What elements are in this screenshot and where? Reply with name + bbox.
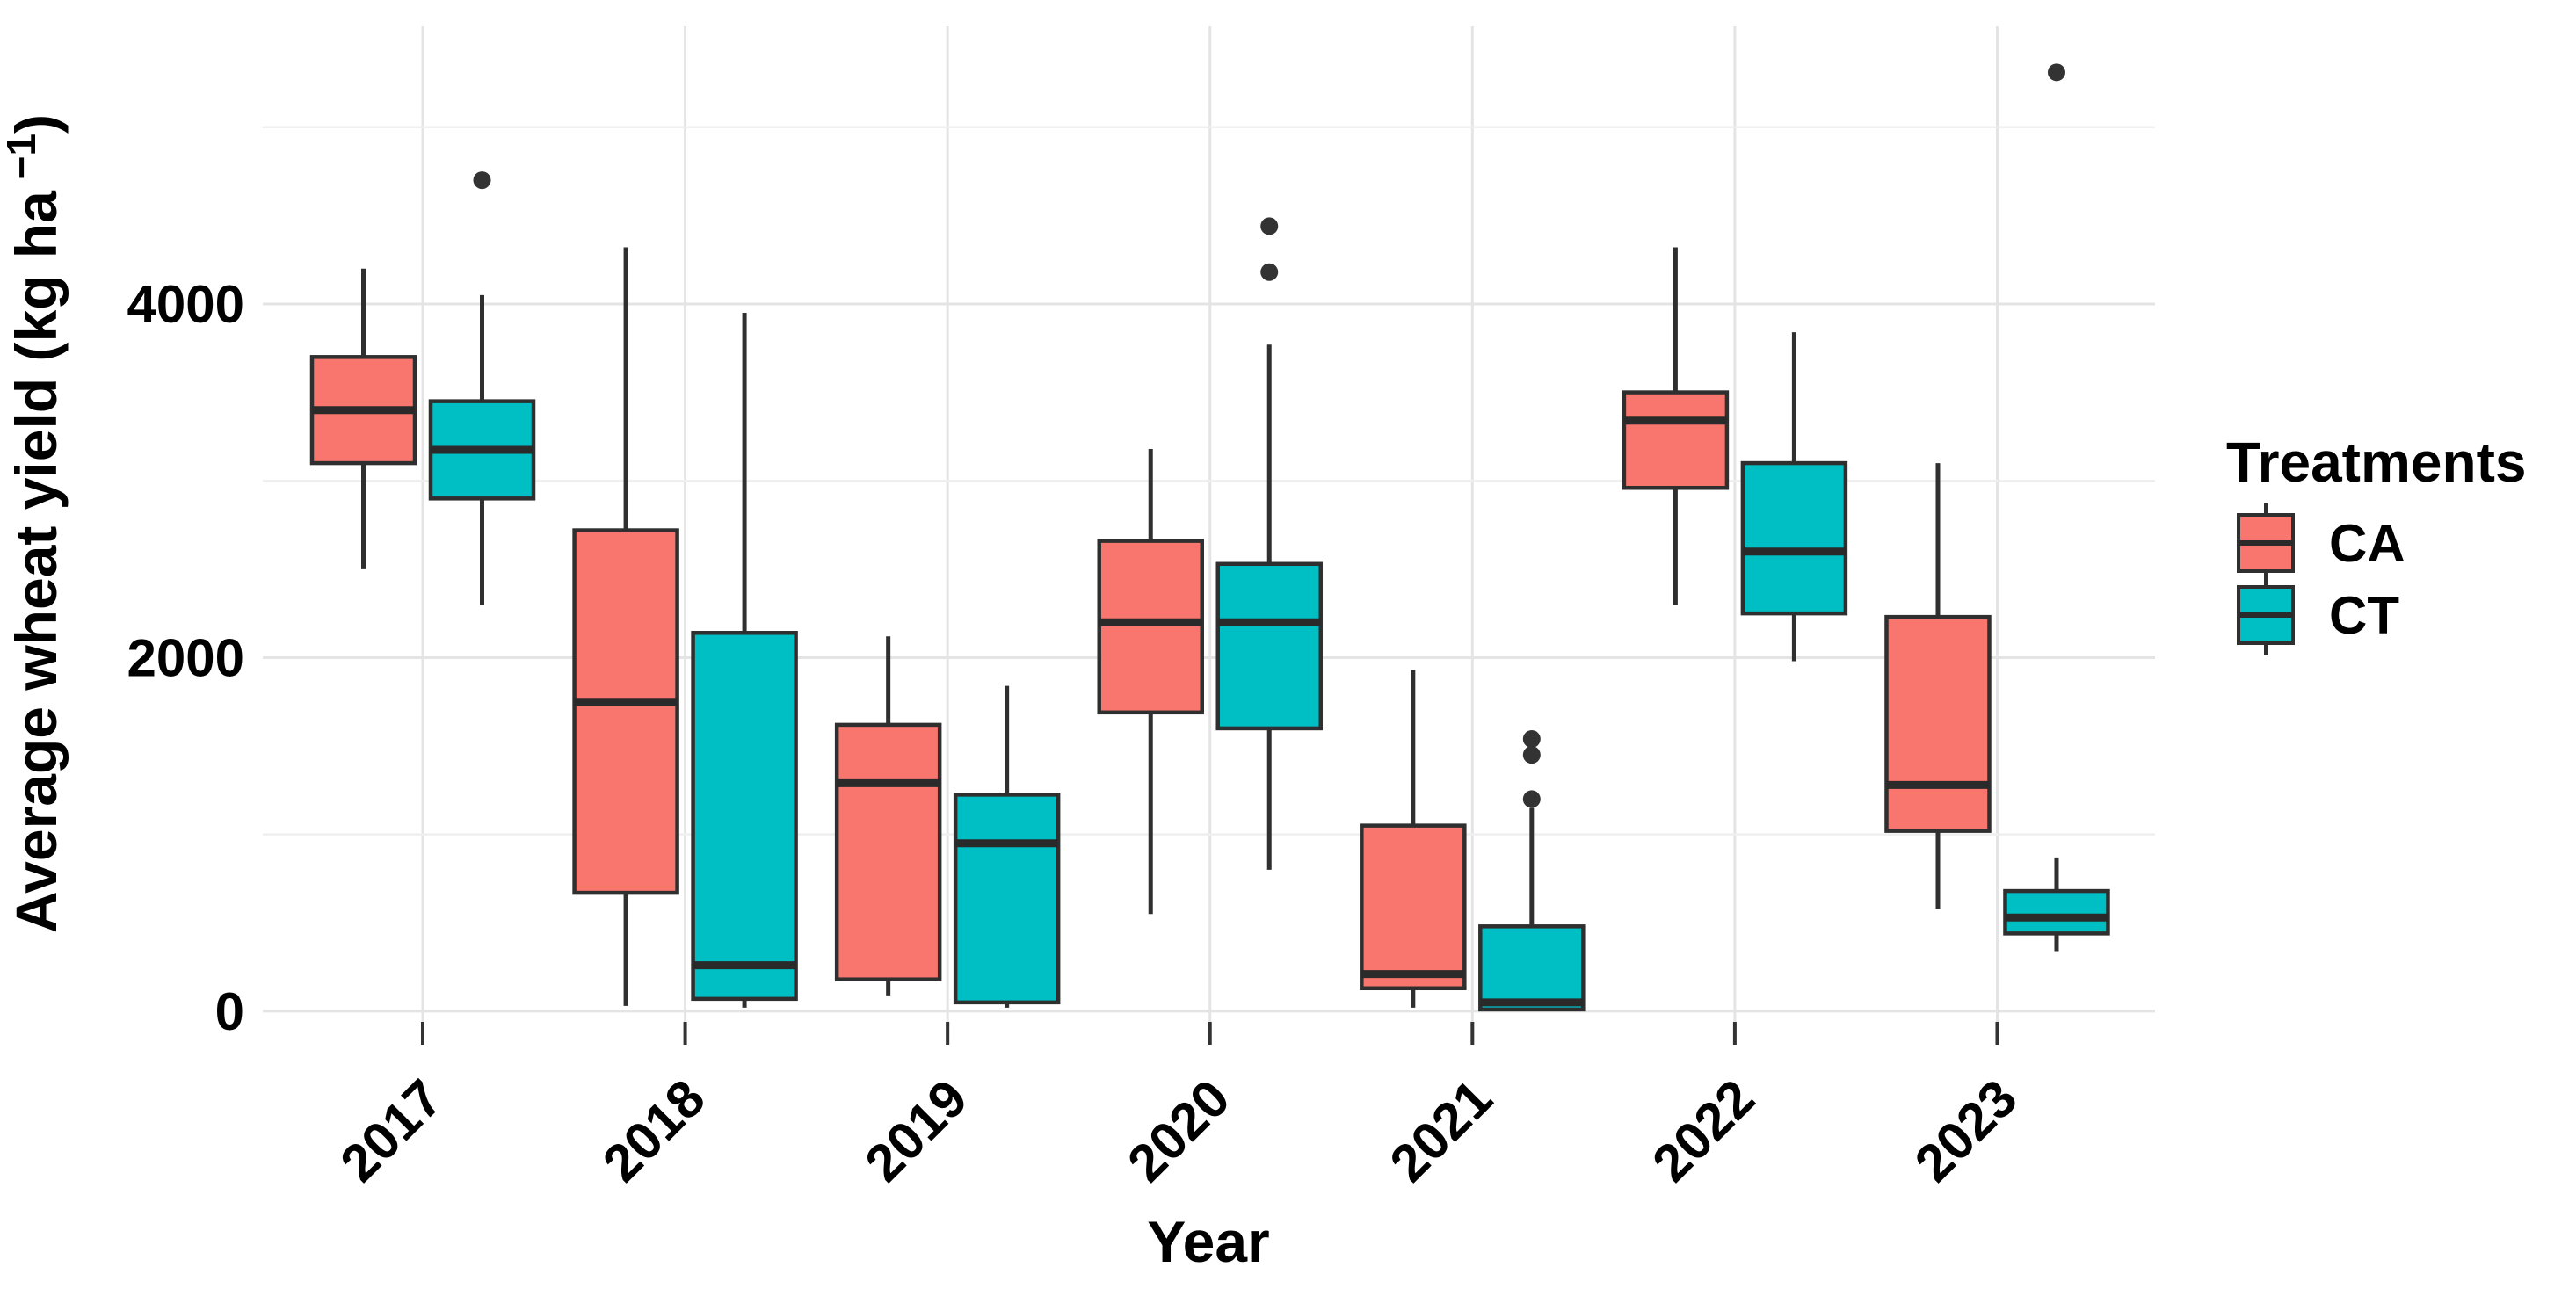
box-ca-2021 [1360, 823, 1467, 991]
box-ca-2022 [1622, 390, 1730, 490]
x-tick-label-2017: 2017 [329, 1068, 454, 1193]
outlier-ct-2021-1 [1522, 746, 1541, 764]
box-ct-2022 [1740, 460, 1848, 616]
y-tick-label-2000: 2000 [127, 628, 244, 687]
gridlines [263, 26, 2155, 1022]
x-tick-label-2020: 2020 [1116, 1068, 1241, 1193]
x-tick-label-2021: 2021 [1379, 1068, 1504, 1193]
y-tick-label-0: 0 [215, 982, 244, 1041]
box-group-ct-2021 [1478, 730, 1586, 1012]
y-axis-title: Average wheat yield (kg ha −1) [0, 114, 69, 933]
x-tick-label-2023: 2023 [1904, 1068, 2028, 1193]
box-ct-2023 [2003, 888, 2110, 936]
x-axis-title: Year [1147, 1209, 1269, 1274]
box-group-ct-2023 [2003, 63, 2110, 952]
box-group-ca-2019 [834, 636, 942, 996]
legend-label-ct: CT [2329, 586, 2399, 645]
box-ct-2018 [691, 631, 798, 1002]
box-group-ct-2020 [1215, 217, 1323, 870]
legend-title: Treatments [2226, 431, 2526, 494]
box-ct-2020 [1215, 561, 1323, 731]
legend: Treatments CA CT [2226, 431, 2526, 655]
y-tick-label-4000: 4000 [127, 275, 244, 334]
box-ct-2021 [1478, 924, 1586, 1012]
box-ca-2023 [1884, 614, 1992, 833]
box-group-ca-2020 [1097, 448, 1204, 915]
outlier-ct-2020-0 [1260, 217, 1279, 235]
legend-item-ct: CT [2237, 576, 2399, 655]
box-group-ct-2017 [428, 171, 536, 605]
outlier-ct-2023-0 [2047, 63, 2065, 82]
box-ca-2020 [1097, 539, 1204, 715]
box-group-ct-2018 [691, 313, 798, 1008]
box-group-ct-2019 [953, 685, 1061, 1008]
x-tick-label-2018: 2018 [591, 1068, 716, 1193]
outlier-ct-2021-0 [1522, 730, 1541, 749]
box-ct-2019 [953, 793, 1061, 1005]
box-ca-2018 [572, 528, 679, 895]
x-tick-label-2022: 2022 [1641, 1068, 1766, 1193]
legend-label-ca: CA [2329, 514, 2405, 573]
outlier-ct-2020-1 [1260, 263, 1279, 281]
box-group-ca-2021 [1360, 670, 1467, 1008]
box-group-ca-2018 [572, 247, 679, 1006]
x-tick-label-2019: 2019 [854, 1068, 979, 1193]
box-group-ca-2017 [309, 268, 417, 569]
box-group-ca-2023 [1884, 463, 1992, 909]
boxplots [309, 63, 2110, 1012]
box-group-ct-2022 [1740, 332, 1848, 662]
outlier-ct-2017-0 [473, 171, 491, 190]
legend-item-ca: CA [2237, 503, 2405, 583]
outlier-ct-2021-2 [1522, 790, 1541, 808]
box-ca-2019 [834, 722, 942, 981]
box-group-ca-2022 [1622, 247, 1730, 605]
